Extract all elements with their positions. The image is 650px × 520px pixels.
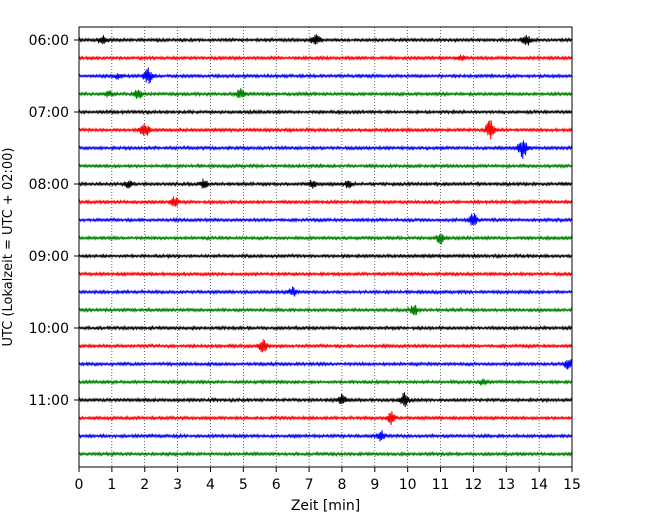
x-tick-label: 0 (75, 477, 84, 493)
y-axis-label: UTC (Lokalzeit = UTC + 02:00) (1, 148, 16, 347)
trace-row (78, 54, 573, 62)
x-tick-label: 8 (337, 477, 346, 493)
x-tick-label: 15 (563, 477, 581, 493)
x-tick-label: 10 (399, 477, 417, 493)
y-tick-label: 07:00 (29, 105, 69, 121)
plot-frame (78, 26, 573, 468)
trace-row (78, 304, 573, 316)
x-tick-label: 13 (497, 477, 515, 493)
trace-row (78, 196, 573, 207)
x-tick-label: 7 (305, 477, 314, 493)
y-tick-label: 11:00 (29, 393, 69, 409)
trace-row (78, 67, 573, 84)
trace-row (78, 162, 573, 170)
grid-lines (111, 27, 540, 467)
trace-row (78, 359, 573, 370)
x-tick-label: 1 (107, 477, 116, 493)
trace-row (78, 252, 573, 260)
x-tick-label: 14 (530, 477, 548, 493)
x-tick-label: 12 (464, 477, 482, 493)
y-tick-label: 08:00 (29, 177, 69, 193)
trace-row (78, 233, 573, 245)
trace-row (78, 450, 573, 458)
x-tick-label: 5 (239, 477, 248, 493)
trace-row (78, 378, 573, 386)
x-tick-label: 2 (140, 477, 149, 493)
x-tick-label: 3 (173, 477, 182, 493)
x-axis-ticks: 0 1 2 3 4 5 6 7 8 9 10 11 12 13 14 15 (75, 467, 581, 493)
trace-row (78, 338, 573, 353)
y-tick-label: 06:00 (29, 33, 69, 49)
plot-area (79, 27, 572, 467)
trace-row (78, 108, 573, 116)
y-axis-ticks: 06:00 07:00 08:00 09:00 10:00 11:00 (29, 33, 79, 409)
x-tick-label: 4 (206, 477, 215, 493)
trace-row (78, 392, 573, 408)
x-axis-label: Zeit [min] (291, 498, 360, 514)
trace-row (78, 88, 573, 100)
trace-row (78, 140, 573, 159)
trace-row (78, 178, 573, 189)
x-tick-label: 6 (272, 477, 281, 493)
trace-row (78, 213, 573, 226)
x-tick-label: 11 (432, 477, 450, 493)
y-tick-label: 10:00 (29, 321, 69, 337)
trace-row (78, 410, 573, 426)
trace-row (78, 270, 573, 278)
x-tick-label: 9 (370, 477, 379, 493)
trace-row (78, 34, 573, 46)
trace-row (78, 286, 573, 297)
y-tick-label: 09:00 (29, 249, 69, 265)
trace-row (78, 324, 573, 332)
trace-row (78, 429, 573, 442)
trace-row (78, 120, 573, 140)
seismic-traces (78, 34, 573, 458)
